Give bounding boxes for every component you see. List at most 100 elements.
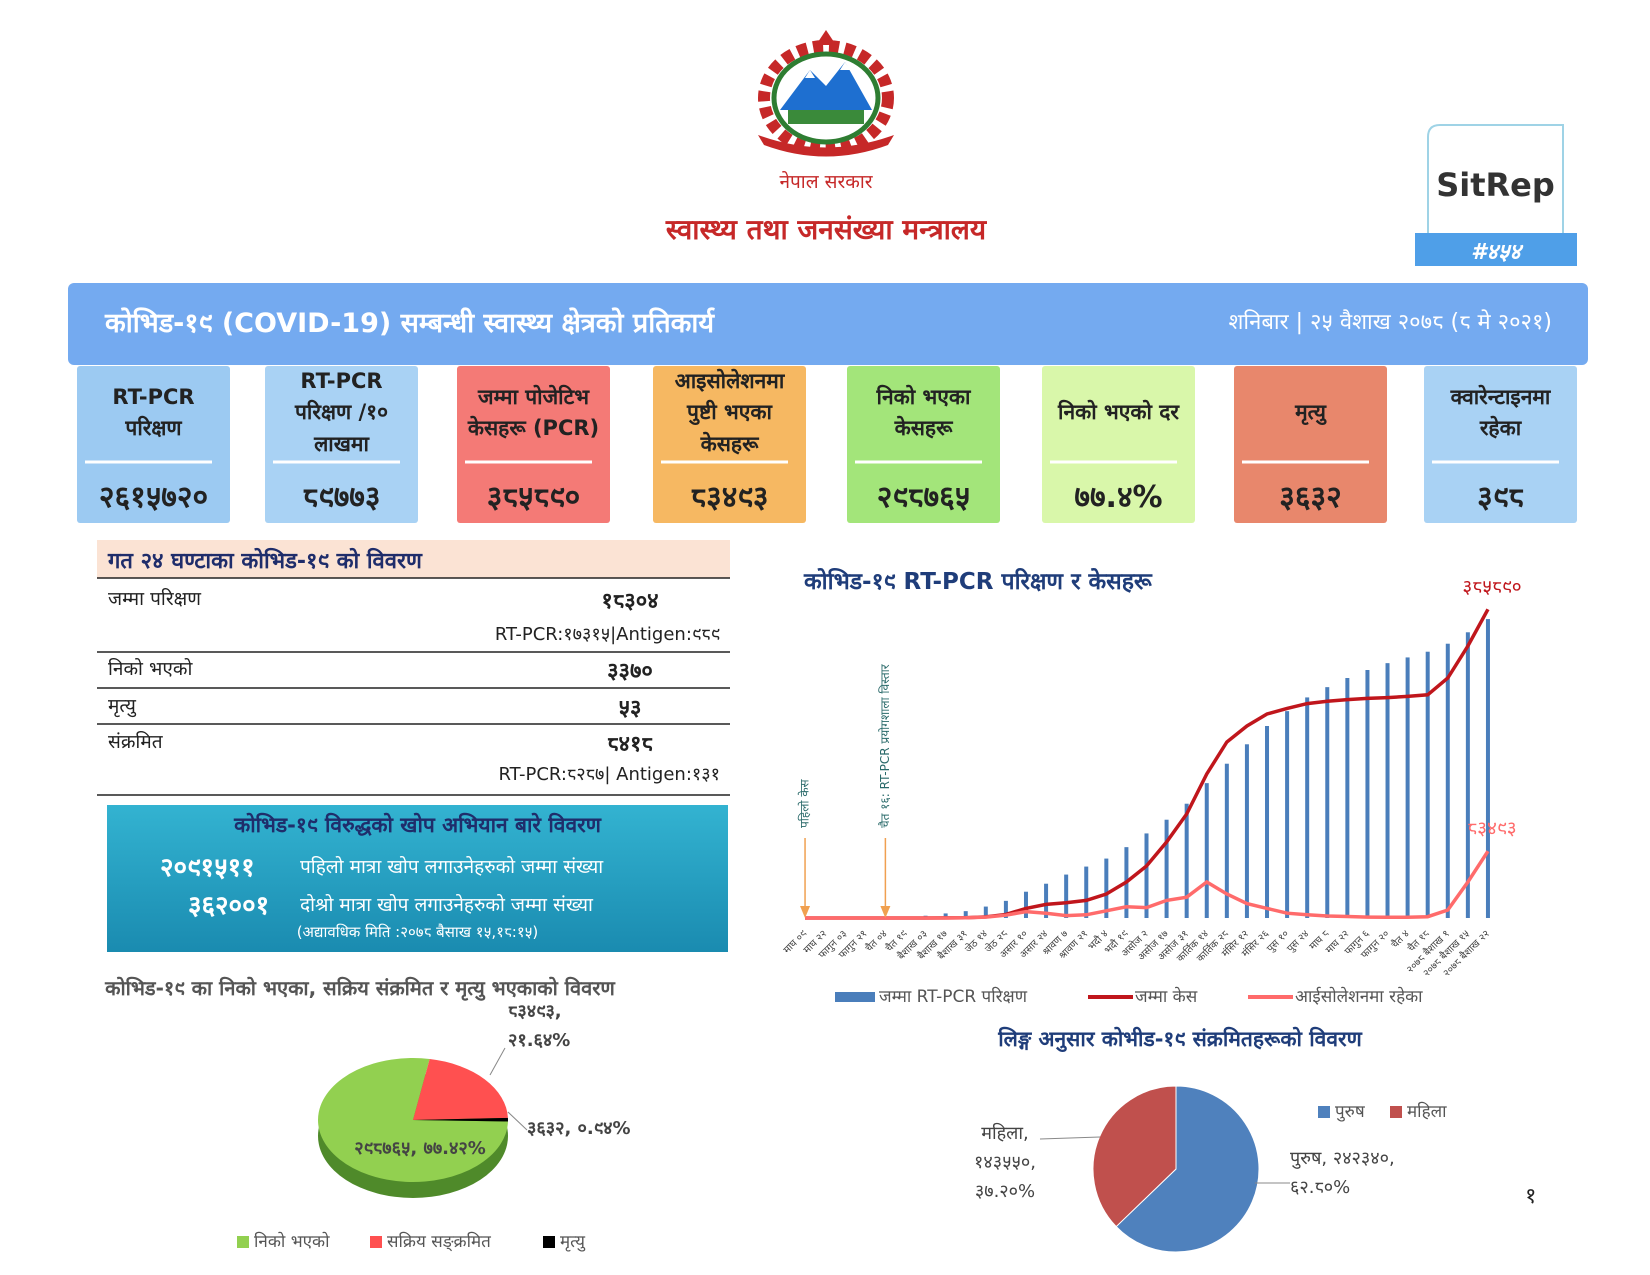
card-value: ३८५८९० [486, 480, 581, 515]
card-label: RT-PCR परिक्षण [112, 384, 195, 441]
legend-label: पुरुष [1335, 1102, 1366, 1122]
bar [1023, 891, 1028, 918]
card [847, 366, 1000, 523]
pie-slice [413, 1058, 508, 1120]
pie-value-label: महिला, १४३५५०, ३७.२०% [974, 1123, 1036, 1202]
bar [1003, 900, 1008, 918]
bar [1425, 651, 1430, 918]
annotation-arrow-head [800, 906, 811, 918]
row-note: RT-PCR:८२८७| Antigen:१३१ [498, 764, 720, 785]
leader [507, 1111, 528, 1131]
row-value: १८३०४ [601, 589, 659, 614]
bar [1144, 833, 1149, 918]
bar [1405, 657, 1410, 918]
legend-swatch [1390, 1106, 1402, 1118]
legend-swatch [237, 1236, 249, 1248]
legend-swatch [543, 1236, 555, 1248]
row-value: ५३ [618, 696, 642, 721]
bar [1084, 866, 1089, 918]
card-label: निको भएको दर [1058, 400, 1179, 425]
bar [1224, 763, 1229, 918]
card [653, 366, 806, 523]
legend-label: जम्मा RT-PCR परिक्षण [879, 986, 1028, 1007]
end-label: ३८५८९० [1462, 576, 1521, 598]
page-number: १ [1525, 1184, 1537, 1209]
row-note: RT-PCR:१७३१५|Antigen:९८९ [494, 624, 720, 645]
bar [1184, 803, 1189, 918]
legend-label: सक्रिय सङ्क्रमित [387, 1231, 491, 1252]
card-value: ८३४९३ [690, 480, 769, 515]
card [1042, 366, 1195, 523]
pie-value-label: ३६३२, ०.९४% [527, 1118, 631, 1139]
pie-value-label: २९८७६५, ७७.४२% [354, 1138, 486, 1159]
card-value: ७७.४% [1074, 480, 1163, 515]
pie-slice [1115, 1085, 1260, 1253]
pie-value-label: पुरुष, २४२३४०, ६२.८०% [1290, 1148, 1395, 1198]
row-value: ८४१८ [607, 732, 653, 757]
emblem [758, 30, 894, 157]
pie-title: लिङ्ग अनुसार कोभीड-१९ संक्रमितहरूको विवर… [998, 1027, 1362, 1051]
bar [1265, 726, 1270, 918]
card-value: ३६३२ [1279, 480, 1342, 515]
leader [489, 1047, 506, 1076]
bar [1365, 670, 1370, 918]
annotation-arrow-head [880, 906, 891, 918]
card-label: क्वारेन्टाइनमा रहेका [1450, 384, 1551, 441]
bar [1325, 687, 1330, 918]
vaccine-text: पहिलो मात्रा खोप लगाउनेहरुको जम्मा संख्य… [300, 856, 604, 878]
government: नेपाल सरकार [779, 171, 873, 193]
x-tick-label: पुस २४ [1285, 928, 1311, 954]
card-label: निको भएका केसहरू [876, 384, 971, 441]
bar [1104, 858, 1109, 918]
leader [1039, 1136, 1101, 1140]
x-tick-label: पुस १० [1265, 928, 1291, 954]
bar [1305, 697, 1310, 918]
bar [1345, 678, 1350, 918]
vaccine-box [107, 805, 728, 952]
card [1424, 366, 1577, 523]
card-value: २६१५७२० [98, 480, 209, 515]
line [805, 850, 1490, 920]
card-label: जम्मा पोजेटिभ केसहरू (PCR) [467, 384, 600, 441]
annotation: चैत १६: RT-PCR प्रयोगशाला विस्तार [878, 663, 892, 828]
bar [1465, 632, 1470, 918]
bar [1385, 663, 1390, 918]
end-label: ८३४९३ [1467, 818, 1516, 840]
card-value: ३९८ [1477, 480, 1524, 515]
banner-title: कोभिड-१९ (COVID-19) सम्बन्धी स्वास्थ्य क… [105, 308, 714, 339]
legend-label: जम्मा केस [1135, 986, 1198, 1007]
vaccine-text: दोश्रो मात्रा खोप लगाउनेहरुको जम्मा संख्… [300, 894, 593, 916]
legend-label: आईसोलेशनमा रहेका [1295, 986, 1423, 1007]
legend-swatch [1318, 1106, 1330, 1118]
bar [1285, 711, 1290, 918]
chart-title: कोभिड-१९ RT-PCR परिक्षण र केसहरू [804, 569, 1152, 595]
last24-title: गत २४ घण्टाका कोभिड-१९ को विवरण [108, 549, 422, 574]
bar [1044, 883, 1049, 918]
vaccine-title: कोभिड-१९ विरुद्धको खोप अभियान बारे विवरण [234, 813, 601, 837]
bar [1445, 643, 1450, 918]
bar [983, 906, 988, 918]
sitrep: SitRep [1436, 166, 1555, 204]
card [1234, 366, 1387, 523]
pie-title: कोभिड-१९ का निको भएका, सक्रिय संक्रमित र… [105, 976, 615, 1000]
bar [963, 911, 968, 918]
card [457, 366, 610, 523]
bar [1164, 819, 1169, 918]
banner [68, 283, 1588, 365]
vaccine-value: २०९१५११ [160, 853, 255, 883]
x-tick-label: चैत ०४ [863, 928, 890, 955]
ministry: स्वास्थ्य तथा जनसंख्या मन्त्रालय [665, 213, 987, 246]
card-label: आइसोलेशनमा पुष्टी भएका केसहरू [674, 368, 785, 456]
vaccine-note: (अद्यावधिक मिति :२०७८ बैसाख १५,१८:१५) [296, 923, 539, 941]
card-label: मृत्यु [1295, 400, 1326, 425]
pie-value-label: ८३४९३, २१.६४% [508, 1001, 571, 1051]
card-value: ८९७७३ [302, 480, 381, 515]
last24-header [97, 540, 730, 578]
pie-slice [413, 1117, 509, 1122]
bar [1244, 744, 1249, 918]
card [77, 366, 230, 523]
pie-slice [318, 1058, 508, 1182]
row-label: निको भएको [108, 658, 193, 680]
